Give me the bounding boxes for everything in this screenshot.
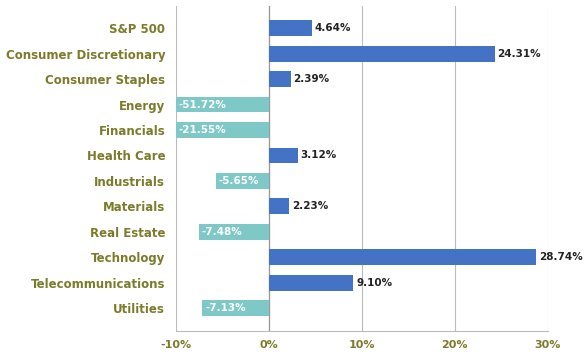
Text: 3.12%: 3.12% xyxy=(301,151,336,161)
Bar xyxy=(68,122,268,138)
Bar xyxy=(268,198,289,214)
Text: 28.74%: 28.74% xyxy=(539,252,582,262)
Text: 24.31%: 24.31% xyxy=(498,49,541,59)
Text: 4.64%: 4.64% xyxy=(315,23,351,33)
Text: 9.10%: 9.10% xyxy=(356,278,392,288)
Text: -7.48%: -7.48% xyxy=(202,227,243,237)
Text: -5.65%: -5.65% xyxy=(219,176,260,186)
Text: 2.23%: 2.23% xyxy=(292,201,328,211)
Bar xyxy=(268,275,353,290)
Bar xyxy=(268,71,291,87)
Text: -51.72%: -51.72% xyxy=(178,100,226,110)
Bar xyxy=(0,97,268,112)
Bar xyxy=(268,249,536,265)
Bar xyxy=(202,300,268,316)
Text: -21.55%: -21.55% xyxy=(178,125,226,135)
Bar xyxy=(268,147,298,163)
Bar xyxy=(268,46,495,62)
Bar xyxy=(199,224,268,240)
Text: -7.13%: -7.13% xyxy=(205,303,246,313)
Bar xyxy=(268,20,312,36)
Text: 2.39%: 2.39% xyxy=(294,74,330,84)
Bar xyxy=(216,173,268,189)
